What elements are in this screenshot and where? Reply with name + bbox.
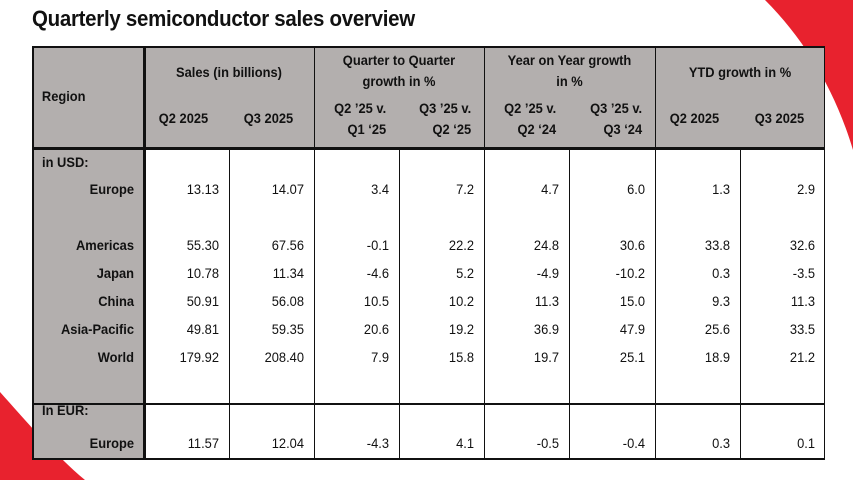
table-cell: 22.2 (448, 237, 474, 253)
table-cell: 14.07 (271, 181, 304, 197)
table-cell: 18.9 (704, 349, 730, 365)
table-cell: -10.2 (615, 265, 645, 281)
table-cell: 10.5 (363, 293, 389, 309)
table-cell: 0.3 (712, 265, 730, 281)
sales-table: Region Sales (in billions) Quarter to Quar… (32, 46, 825, 460)
section-label: In EUR: (42, 402, 89, 418)
table-cell: -4.6 (366, 265, 389, 281)
column-subheader: Q2 ’25 v. Q2 ‘24 (504, 100, 557, 137)
table-cell: 49.81 (186, 321, 219, 337)
table-cell: 12.04 (271, 435, 304, 451)
table-cell: 3.4 (371, 181, 389, 197)
table-cell: 24.8 (533, 237, 559, 253)
table-cell: -0.5 (536, 435, 559, 451)
column-subheader: Q3 2025 (754, 110, 805, 126)
table-cell: 32.6 (789, 237, 815, 253)
table-cell: 2.9 (797, 181, 815, 197)
table-cell: 7.2 (456, 181, 474, 197)
table-cell: 25.6 (704, 321, 730, 337)
table-cell: 6.0 (627, 181, 645, 197)
row-region-label: Europe (89, 181, 134, 197)
table-cell: 4.1 (456, 435, 474, 451)
grid-line (32, 458, 825, 460)
column-subheader: Q2 2025 (669, 110, 720, 126)
grid-line (569, 149, 571, 460)
column-subheader: Q2 2025 (158, 110, 209, 126)
table-cell: 11.34 (272, 265, 304, 281)
grid-line (314, 46, 316, 460)
column-subheader: Q3 ’25 v. Q3 ‘24 (590, 100, 643, 137)
table-cell: 50.91 (186, 293, 219, 309)
top-right-red-swoosh (765, 0, 853, 150)
table-cell: 36.9 (533, 321, 559, 337)
row-region-label: China (98, 293, 134, 309)
row-region-label: Europe (89, 435, 134, 451)
table-cell: 30.6 (619, 237, 645, 253)
column-subheader: Q3 2025 (243, 110, 294, 126)
column-subheader: Q3 ’25 v. Q2 ‘25 (419, 100, 472, 137)
table-cell: 0.1 (797, 435, 815, 451)
table-cell: 0.3 (712, 435, 730, 451)
table-cell: 1.3 (712, 181, 730, 197)
section-label: in USD: (42, 154, 89, 170)
region-header: Region (41, 88, 86, 104)
grid-line (823, 46, 825, 460)
table-cell: 19.7 (533, 349, 559, 365)
table-cell: 67.56 (271, 237, 304, 253)
table-cell: 208.40 (264, 349, 304, 365)
grid-line (229, 149, 231, 460)
table-cell: 10.78 (186, 265, 219, 281)
column-group-header: Year on Year growth in % (507, 52, 632, 89)
grid-line (32, 46, 34, 460)
row-region-label: World (97, 349, 134, 365)
column-group-header: Quarter to Quarter growth in % (342, 52, 456, 89)
row-region-label: Asia-Pacific (60, 321, 134, 337)
column-group-header: YTD growth in % (688, 64, 792, 80)
table-cell: 4.7 (541, 181, 559, 197)
table-cell: 11.3 (790, 293, 815, 309)
grid-line (740, 149, 742, 460)
bottom-left-red-swoosh (0, 392, 85, 480)
table-cell: 19.2 (448, 321, 474, 337)
table-cell: 33.5 (789, 321, 815, 337)
column-subheader: Q2 ’25 v. Q1 ‘25 (334, 100, 387, 137)
grid-line (32, 147, 825, 150)
table-cell: 55.30 (186, 237, 219, 253)
table-cell: 25.1 (619, 349, 645, 365)
grid-line (32, 403, 825, 405)
table-cell: -4.9 (536, 265, 559, 281)
table-cell: 10.2 (448, 293, 474, 309)
row-region-label: Americas (75, 237, 134, 253)
table-cell: 20.6 (363, 321, 389, 337)
table-cell: 11.57 (187, 435, 219, 451)
column-group-header: Sales (in billions) (176, 64, 282, 80)
row-region-label: Japan (96, 265, 134, 281)
grid-line (143, 46, 146, 460)
grid-line (655, 46, 657, 460)
table-cell: 5.2 (456, 265, 474, 281)
table-cell: 47.9 (619, 321, 645, 337)
table-cell: 11.3 (534, 293, 559, 309)
table-cell: 13.13 (186, 181, 219, 197)
grid-line (399, 149, 401, 460)
page-title: Quarterly semiconductor sales overview (32, 6, 415, 31)
table-cell: 59.35 (271, 321, 304, 337)
table-cell: -0.1 (366, 237, 389, 253)
table-cell: -3.5 (792, 265, 815, 281)
table-cell: 15.8 (448, 349, 474, 365)
table-cell: 15.0 (619, 293, 645, 309)
table-cell: 179.92 (179, 349, 219, 365)
grid-line (484, 46, 486, 460)
grid-line (32, 46, 825, 48)
table-header (32, 46, 825, 148)
table-cell: -0.4 (622, 435, 645, 451)
table-cell: 56.08 (271, 293, 304, 309)
table-cell: 21.2 (789, 349, 815, 365)
region-column (32, 148, 144, 460)
table-cell: 9.3 (712, 293, 730, 309)
table-cell: 33.8 (704, 237, 730, 253)
table-cell: 7.9 (371, 349, 389, 365)
table-cell: -4.3 (366, 435, 389, 451)
